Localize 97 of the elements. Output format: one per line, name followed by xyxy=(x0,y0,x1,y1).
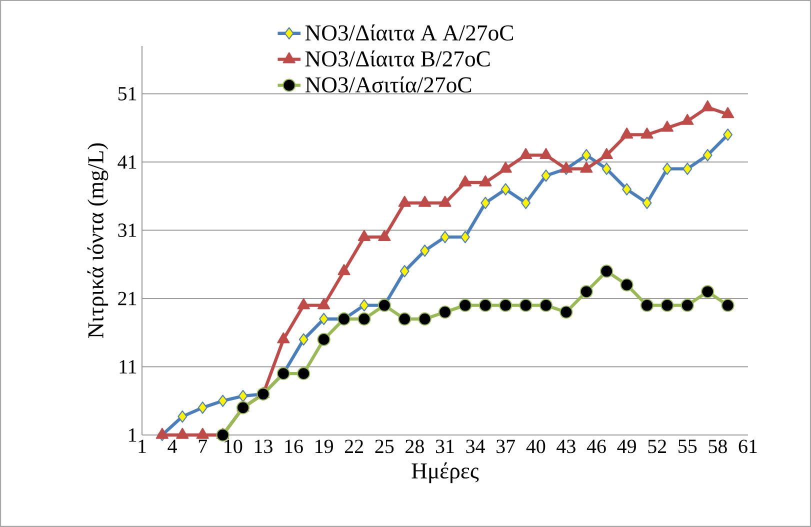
legend-label: NO3/Ασιτία/27oC xyxy=(305,76,472,93)
point xyxy=(460,230,470,244)
point xyxy=(500,183,510,196)
point xyxy=(640,298,654,312)
point xyxy=(236,401,250,414)
point xyxy=(582,149,592,162)
x-tick-label: 25 xyxy=(375,440,394,454)
x-tick-label: 46 xyxy=(586,440,606,454)
point xyxy=(580,162,593,173)
point xyxy=(358,230,371,241)
point xyxy=(317,332,330,346)
point xyxy=(297,298,310,310)
point xyxy=(620,128,634,139)
point xyxy=(681,114,694,125)
point xyxy=(499,298,512,312)
point xyxy=(458,298,472,312)
point xyxy=(701,100,714,112)
point xyxy=(540,148,552,160)
point xyxy=(519,148,532,160)
point xyxy=(580,285,593,298)
point xyxy=(178,410,188,423)
point xyxy=(560,306,573,319)
x-tick-label: 7 xyxy=(198,440,208,453)
point xyxy=(701,285,714,298)
point xyxy=(438,306,452,319)
x-tick-label: 52 xyxy=(648,440,666,454)
point xyxy=(400,265,410,278)
x-tick-label: 55 xyxy=(678,440,697,453)
point xyxy=(298,333,308,346)
x-tick-label: 10 xyxy=(224,440,242,454)
point xyxy=(338,264,350,276)
point xyxy=(418,312,432,326)
point xyxy=(721,298,734,312)
x-tick-label: 40 xyxy=(526,440,546,454)
x-tick-label: 4 xyxy=(168,440,177,453)
x-tick-label: 16 xyxy=(285,440,303,454)
point xyxy=(519,298,532,312)
point xyxy=(458,175,472,186)
point xyxy=(359,299,369,312)
point xyxy=(723,128,733,141)
x-tick-label: 28 xyxy=(406,440,424,454)
point xyxy=(238,390,248,402)
x-tick-label: 43 xyxy=(556,440,576,454)
point xyxy=(398,312,412,326)
point xyxy=(521,196,531,210)
x-tick-label: 31 xyxy=(436,440,454,454)
point xyxy=(198,402,208,414)
x-tick-label: 58 xyxy=(708,440,727,454)
point xyxy=(398,196,411,207)
point xyxy=(602,162,612,175)
y-tick-label: 21 xyxy=(118,292,136,306)
y-tick-label: 11 xyxy=(120,360,136,374)
x-tick-label: 1 xyxy=(138,440,146,453)
point xyxy=(378,230,391,241)
point xyxy=(600,264,614,278)
point xyxy=(317,298,330,310)
point xyxy=(721,107,734,118)
point xyxy=(218,394,228,407)
legend-label: NO3/Δίαιτα B/27oC xyxy=(305,50,490,67)
point xyxy=(480,196,490,210)
point xyxy=(479,175,492,186)
y-axis-title: Νιτρικά ιόντα (mg/L) xyxy=(87,143,108,338)
point xyxy=(622,183,632,196)
point xyxy=(297,367,310,380)
point xyxy=(440,230,450,244)
point xyxy=(600,148,613,160)
point xyxy=(478,298,492,312)
x-axis-title: Ημέρες xyxy=(412,462,479,484)
x-tick-label: 61 xyxy=(738,440,757,454)
point xyxy=(642,196,652,210)
y-tick-label: 41 xyxy=(118,155,136,169)
point xyxy=(541,170,551,182)
point xyxy=(438,196,452,207)
point xyxy=(660,298,674,312)
point xyxy=(640,128,654,139)
point xyxy=(358,312,371,326)
point xyxy=(319,312,329,326)
point xyxy=(620,278,634,292)
point xyxy=(420,244,430,257)
x-tick-label: 13 xyxy=(254,440,272,454)
point xyxy=(680,298,694,312)
point xyxy=(418,196,432,207)
point xyxy=(539,298,553,312)
x-tick-label: 19 xyxy=(316,440,333,454)
point xyxy=(702,149,712,162)
x-tick-label: 22 xyxy=(344,440,363,453)
y-tick-label: 31 xyxy=(118,224,136,237)
y-tick-label: 1 xyxy=(129,428,136,442)
point xyxy=(662,162,672,175)
x-tick-label: 34 xyxy=(466,440,485,454)
y-tick-label: 51 xyxy=(118,87,136,100)
point xyxy=(499,162,512,173)
legend-label: NO3/Δίαιτα A A/27oC xyxy=(305,24,513,41)
x-tick-label: 49 xyxy=(617,440,636,454)
point xyxy=(682,162,692,175)
x-tick-label: 37 xyxy=(496,440,516,454)
point xyxy=(660,120,674,132)
